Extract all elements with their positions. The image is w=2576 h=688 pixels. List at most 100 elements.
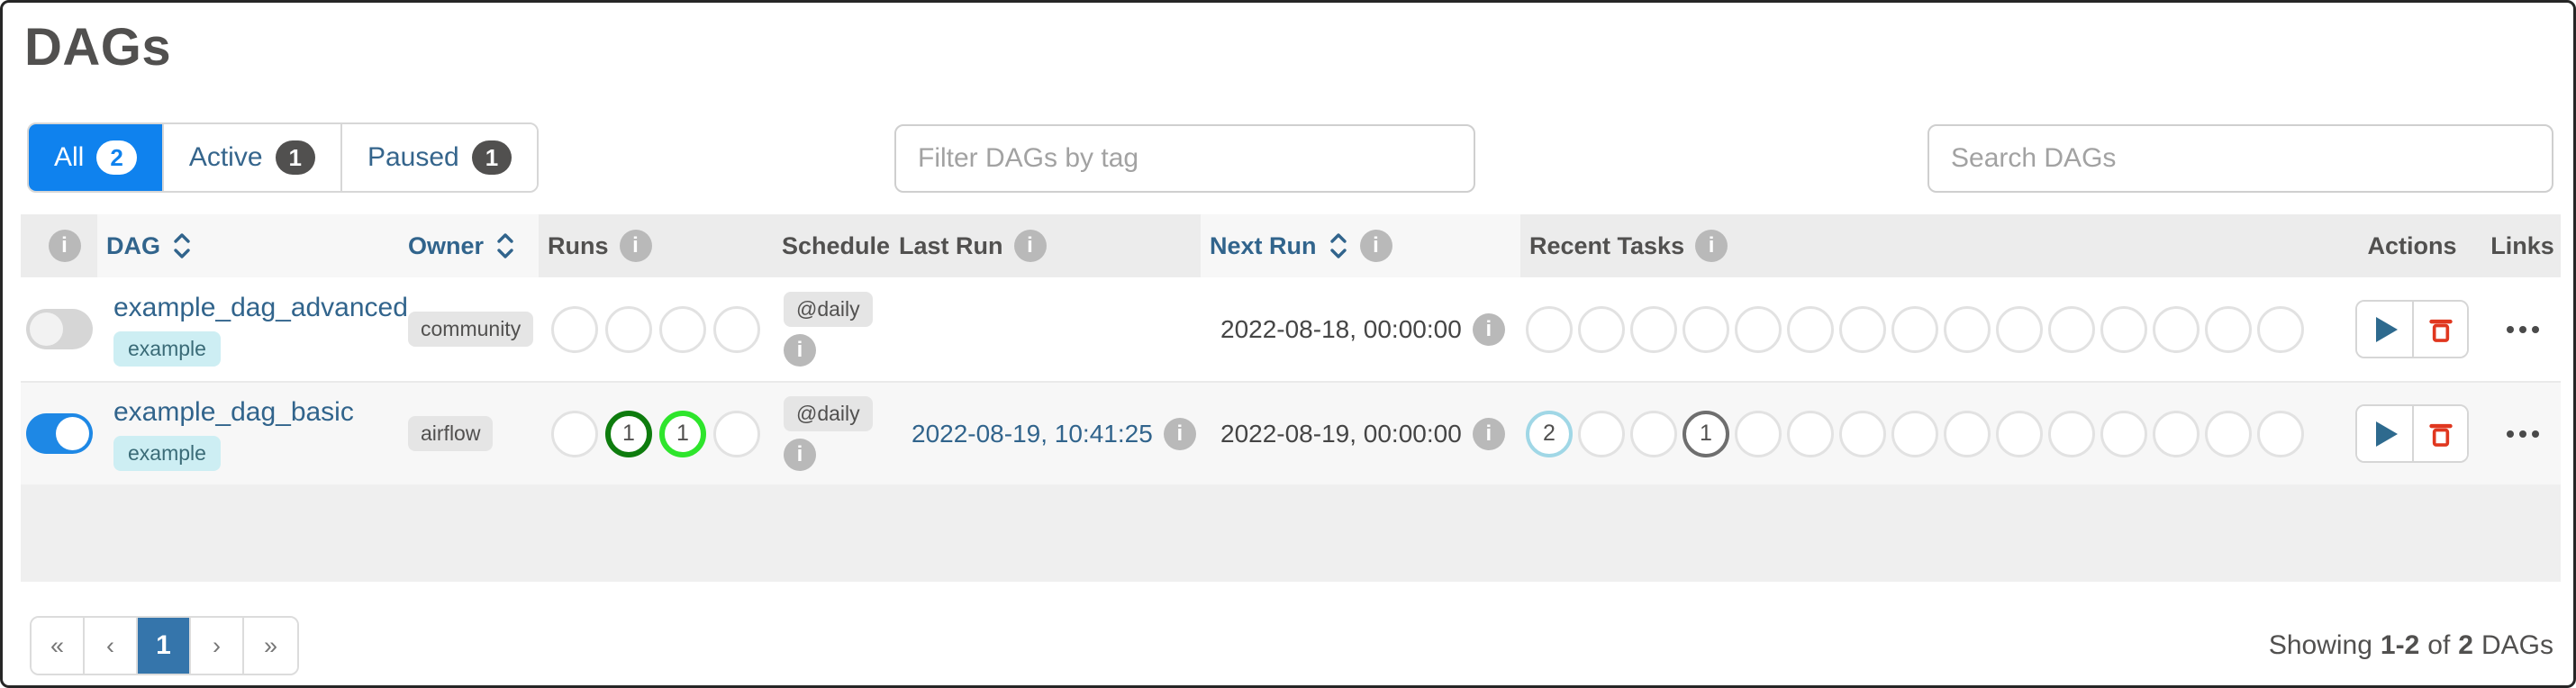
- run-state-circle-queued[interactable]: [551, 410, 598, 457]
- task-state-circle-scheduled[interactable]: [1630, 410, 1677, 457]
- task-state-circle-queued[interactable]: 1: [1683, 410, 1729, 457]
- last-run-cell: 2022-08-19, 10:41:25 i: [890, 383, 1201, 484]
- last-run-cell: [890, 277, 1201, 381]
- search-dags-input[interactable]: [1927, 124, 2553, 193]
- actions-cell: [2340, 383, 2484, 484]
- run-state-circle-success[interactable]: [605, 305, 652, 353]
- sort-owner-button[interactable]: Owner: [408, 230, 516, 262]
- task-state-circle-sensing[interactable]: [2153, 305, 2200, 353]
- dag-tag-badge[interactable]: example: [113, 330, 221, 367]
- table-header: i DAG Owner Runs i Schedule: [21, 214, 2561, 277]
- links-cell: [2484, 383, 2561, 484]
- dag-pause-toggle[interactable]: [25, 413, 93, 454]
- task-state-circle-none[interactable]: 2: [1526, 410, 1573, 457]
- run-state-circle-failed[interactable]: [713, 305, 760, 353]
- trigger-dag-button[interactable]: [2357, 302, 2412, 357]
- task-state-circle-failed[interactable]: [1891, 410, 1938, 457]
- task-state-circle-failed[interactable]: [1891, 305, 1938, 353]
- links-menu-button[interactable]: [2503, 317, 2543, 342]
- run-state-circle-failed[interactable]: [713, 410, 760, 457]
- links-cell: [2484, 277, 2561, 381]
- task-state-circle-restarting[interactable]: [1839, 410, 1886, 457]
- task-state-circle-success[interactable]: [1787, 305, 1834, 353]
- tab-active-label: Active: [188, 142, 263, 172]
- owner-badge: community: [408, 312, 534, 347]
- run-state-circle-running[interactable]: [659, 305, 706, 353]
- sort-next-run-button[interactable]: Next Run: [1210, 230, 1349, 262]
- tab-paused[interactable]: Paused 1: [341, 124, 538, 191]
- dot-icon: [2531, 430, 2539, 438]
- tab-all-count-badge: 2: [96, 140, 137, 176]
- dag-pause-toggle[interactable]: [25, 309, 93, 349]
- dag-name-link[interactable]: example_dag_advanced: [113, 292, 408, 322]
- task-state-circle-none[interactable]: [1526, 305, 1573, 353]
- task-state-circle-queued[interactable]: [1683, 305, 1729, 353]
- pagination-last-button[interactable]: »: [244, 618, 297, 674]
- delete-dag-button[interactable]: [2412, 302, 2467, 357]
- task-state-circle-up_for_reschedule[interactable]: [1996, 410, 2043, 457]
- tab-all[interactable]: All 2: [29, 124, 164, 191]
- task-state-circle-removed[interactable]: [1578, 305, 1625, 353]
- next-run-info-icon: i: [1472, 312, 1505, 346]
- links-menu-button[interactable]: [2503, 421, 2543, 447]
- task-state-circle-upstream_failed[interactable]: [2048, 410, 2095, 457]
- pagination-first-button[interactable]: «: [32, 618, 85, 674]
- last-run-link[interactable]: 2022-08-19, 10:41:25: [912, 419, 1153, 448]
- task-state-circle-running[interactable]: [1735, 410, 1782, 457]
- task-state-circle-scheduled[interactable]: [1630, 305, 1677, 353]
- run-state-circle-running[interactable]: 1: [659, 410, 706, 457]
- tab-active-count-badge: 1: [275, 140, 315, 176]
- toolbar: All 2 Active 1 Paused 1: [3, 122, 2573, 195]
- dags-table: i DAG Owner Runs i Schedule: [21, 214, 2561, 582]
- header-last-run: Last Run i: [890, 214, 1201, 277]
- header-owner: Owner: [399, 214, 539, 277]
- run-state-circle-success[interactable]: 1: [605, 410, 652, 457]
- schedule-badge: @daily: [784, 396, 873, 431]
- task-state-circle-shutdown[interactable]: [2257, 305, 2304, 353]
- dag-filter-tabs: All 2 Active 1 Paused 1: [27, 122, 540, 193]
- task-state-circle-up_for_reschedule[interactable]: [1996, 305, 2043, 353]
- task-state-circle-deferred[interactable]: [2205, 305, 2252, 353]
- task-state-circle-up_for_retry[interactable]: [1944, 305, 1991, 353]
- pagination-page-1-button[interactable]: 1: [138, 618, 191, 674]
- pagination-next-button[interactable]: ›: [191, 618, 244, 674]
- task-state-circle-skipped[interactable]: [2100, 305, 2147, 353]
- toggle-knob: [29, 312, 63, 346]
- header-runs-label: Runs: [548, 231, 609, 259]
- sort-dag-button[interactable]: DAG: [106, 230, 193, 262]
- task-state-circle-removed[interactable]: [1578, 410, 1625, 457]
- task-state-circle-deferred[interactable]: [2205, 410, 2252, 457]
- schedule-cell: @daily i: [773, 383, 890, 484]
- dot-icon: [2518, 325, 2526, 333]
- play-icon: [2375, 421, 2398, 447]
- dag-name-link[interactable]: example_dag_basic: [113, 396, 354, 427]
- owner-cell: airflow: [399, 383, 539, 484]
- header-recent-tasks-label: Recent Tasks: [1529, 231, 1685, 259]
- task-state-circle-upstream_failed[interactable]: [2048, 305, 2095, 353]
- last-run-info-icon: i: [1163, 417, 1196, 450]
- next-run-cell: 2022-08-18, 00:00:00 i: [1201, 277, 1520, 381]
- next-run-value: 2022-08-18, 00:00:00: [1220, 314, 1462, 343]
- tab-active[interactable]: Active 1: [163, 124, 342, 191]
- toggle-knob: [55, 417, 89, 450]
- trigger-dag-button[interactable]: [2357, 406, 2412, 461]
- task-state-circle-skipped[interactable]: [2100, 410, 2147, 457]
- dag-tag-badge[interactable]: example: [113, 435, 221, 471]
- filter-tags-input[interactable]: [894, 124, 1475, 193]
- task-state-circle-restarting[interactable]: [1839, 305, 1886, 353]
- trash-icon: [2428, 423, 2453, 447]
- task-state-circle-running[interactable]: [1735, 305, 1782, 353]
- task-state-circle-up_for_retry[interactable]: [1944, 410, 1991, 457]
- pagination-prev-button[interactable]: ‹: [85, 618, 138, 674]
- delete-dag-button[interactable]: [2412, 406, 2467, 461]
- run-state-circle-queued[interactable]: [551, 305, 598, 353]
- header-dag: DAG: [97, 214, 399, 277]
- dot-icon: [2506, 325, 2514, 333]
- task-state-circle-shutdown[interactable]: [2257, 410, 2304, 457]
- task-state-circle-success[interactable]: [1787, 410, 1834, 457]
- pagination: « ‹ 1 › »: [30, 616, 299, 675]
- header-schedule-label: Schedule: [782, 231, 891, 259]
- task-state-circle-sensing[interactable]: [2153, 410, 2200, 457]
- schedule-badge: @daily: [784, 292, 873, 327]
